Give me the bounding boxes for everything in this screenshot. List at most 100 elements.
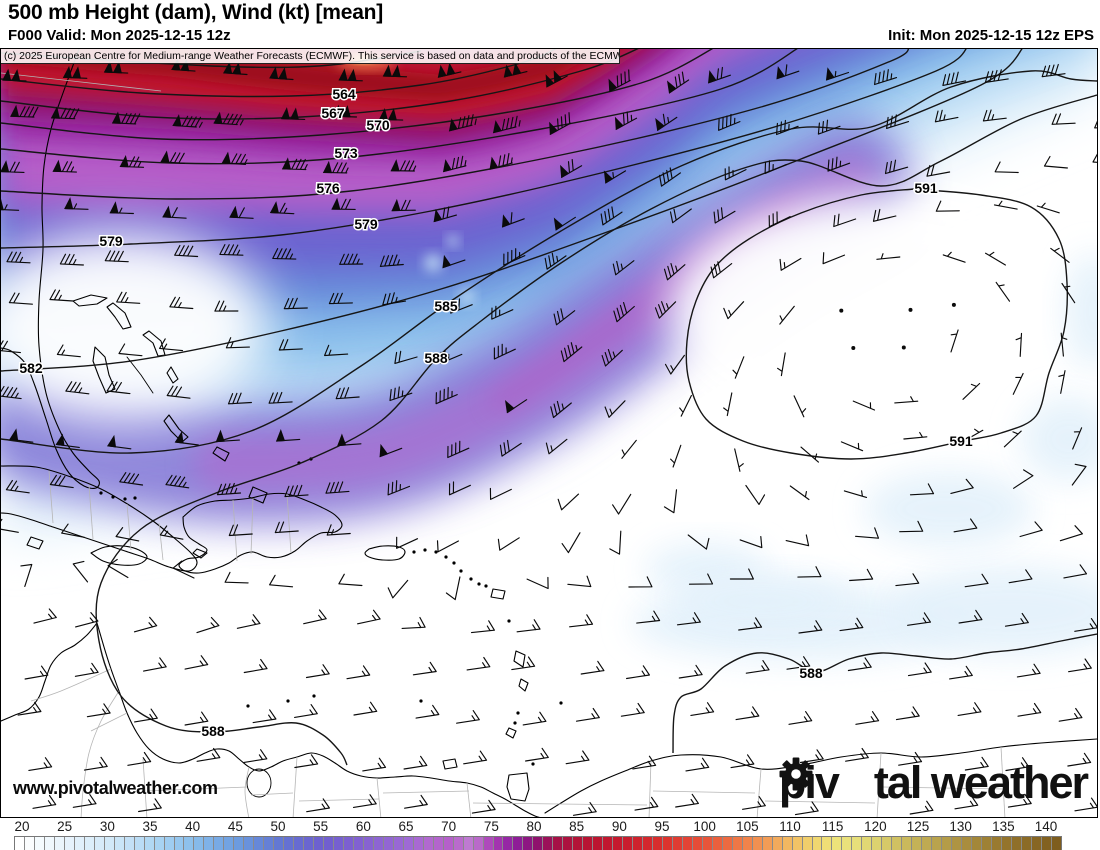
colorbar-cell xyxy=(274,837,285,850)
colorbar-cell xyxy=(752,837,763,850)
contour-label-591: 591 xyxy=(949,433,973,449)
colorbar-cell xyxy=(882,837,893,850)
colorbar-tick-70: 70 xyxy=(441,819,457,834)
colorbar-cell xyxy=(922,837,933,850)
contour-label-588: 588 xyxy=(201,723,225,739)
logo-text-post: tal weather xyxy=(873,757,1089,808)
page-title: 500 mb Height (dam), Wind (kt) [mean] xyxy=(8,1,384,24)
contour-label-576: 576 xyxy=(316,180,340,196)
colorbar-cell xyxy=(304,837,315,850)
colorbar-cell xyxy=(463,837,474,850)
colorbar-tick-120: 120 xyxy=(864,819,887,834)
colorbar-cell xyxy=(822,837,833,850)
colorbar-tick-125: 125 xyxy=(906,819,930,834)
copyright-notice: (c) 2025 European Centre for Medium-rang… xyxy=(1,49,620,64)
colorbar-cell xyxy=(94,837,105,850)
colorbar-cell xyxy=(343,837,354,850)
colorbar-cell xyxy=(722,837,733,850)
colorbar-tick-95: 95 xyxy=(654,819,670,834)
colorbar-cell xyxy=(503,837,514,850)
colorbar-cell xyxy=(124,837,135,850)
colorbar-cell xyxy=(862,837,873,850)
valid-time: F000 Valid: Mon 2025-12-15 12z xyxy=(8,27,231,44)
map-header: 500 mb Height (dam), Wind (kt) [mean] F0… xyxy=(0,0,1100,48)
colorbar-cell xyxy=(254,837,265,850)
colorbar-cell xyxy=(453,837,464,850)
colorbar-cell xyxy=(294,837,305,850)
colorbar-cell xyxy=(443,837,454,850)
colorbar-cell xyxy=(633,837,644,850)
colorbar-cell xyxy=(314,837,325,850)
colorbar-tick-35: 35 xyxy=(142,819,158,834)
colorbar-cell xyxy=(423,837,434,850)
map-canvas[interactable]: 564 567 570 573 576 579 579 582 585 588 588 588 591 5… xyxy=(0,48,1098,818)
colorbar-cell xyxy=(623,837,634,850)
init-time: Init: Mon 2025-12-15 12z EPS xyxy=(888,27,1094,44)
colorbar-cell xyxy=(513,837,524,850)
contour-labels: 564 567 570 573 576 579 579 582 585 588 588 588 591 5… xyxy=(18,85,975,741)
colorbar-cell xyxy=(1031,837,1042,850)
contour-label-588: 588 xyxy=(424,350,448,366)
colorbar-cell xyxy=(573,837,584,850)
colorbar-cell xyxy=(742,837,753,850)
colorbar-tick-100: 100 xyxy=(693,819,716,834)
colorbar-cell xyxy=(1001,837,1012,850)
colorbar-cell xyxy=(981,837,992,850)
colorbar-cell xyxy=(653,837,663,850)
colorbar-cell xyxy=(24,837,35,850)
colorbar-tick-60: 60 xyxy=(355,819,371,834)
colorbar-cell xyxy=(1041,837,1052,850)
colorbar-cell xyxy=(194,837,205,850)
colorbar-cell xyxy=(473,837,484,850)
colorbar-cell xyxy=(383,837,394,850)
wind-barbs xyxy=(1,58,1097,816)
colorbar-cell xyxy=(1051,837,1061,850)
colorbar-tick-130: 130 xyxy=(949,819,972,834)
colorbar-cell xyxy=(493,837,504,850)
colorbar-tick-55: 55 xyxy=(313,819,329,834)
contour-label-579: 579 xyxy=(354,216,378,232)
colorbar-cell xyxy=(234,837,245,850)
colorbar-cell xyxy=(702,837,713,850)
colorbar-cell xyxy=(643,837,653,850)
colorbar-cell xyxy=(353,837,364,850)
colorbar-cell xyxy=(34,837,45,850)
colorbar-cell xyxy=(613,837,624,850)
colorbar-cell xyxy=(772,837,783,850)
gear-icon xyxy=(779,757,873,800)
colorbar-cell xyxy=(732,837,743,850)
colorbar-cell xyxy=(483,837,494,850)
colorbar-tick-30: 30 xyxy=(99,819,115,834)
colorbar-cell xyxy=(15,837,25,850)
colorbar-cell xyxy=(712,837,723,850)
colorbar-tick-75: 75 xyxy=(483,819,499,834)
colorbar-cell xyxy=(991,837,1002,850)
colorbar-cell xyxy=(1011,837,1022,850)
colorbar-cell xyxy=(523,837,534,850)
contour-label-591: 591 xyxy=(914,180,938,196)
colorbar-tick-45: 45 xyxy=(227,819,243,834)
colorbar-cell xyxy=(962,837,972,850)
colorbar-tick-110: 110 xyxy=(779,819,801,834)
colorbar-tick-50: 50 xyxy=(270,819,286,834)
colorbar-cell xyxy=(224,837,235,850)
colorbar-cell xyxy=(603,837,614,850)
colorbar-cell xyxy=(832,837,843,850)
colorbar-cell xyxy=(74,837,85,850)
colorbar-cell xyxy=(244,837,255,850)
colorbar-cell xyxy=(284,837,295,850)
contour-label-570: 570 xyxy=(366,117,390,133)
colorbar-cell xyxy=(184,837,195,850)
colorbar-tick-20: 20 xyxy=(14,819,30,834)
colorbar-cell xyxy=(1021,837,1032,850)
colorbar-cell xyxy=(134,837,145,850)
colorbar-strip xyxy=(14,836,1062,850)
colorbar-cell xyxy=(154,837,165,850)
colorbar-cell xyxy=(334,837,344,850)
colorbar-cell xyxy=(692,837,703,850)
colorbar-cell xyxy=(114,837,125,850)
colorbar-cell xyxy=(144,837,155,850)
colorbar-cell xyxy=(762,837,773,850)
colorbar-tick-85: 85 xyxy=(569,819,585,834)
